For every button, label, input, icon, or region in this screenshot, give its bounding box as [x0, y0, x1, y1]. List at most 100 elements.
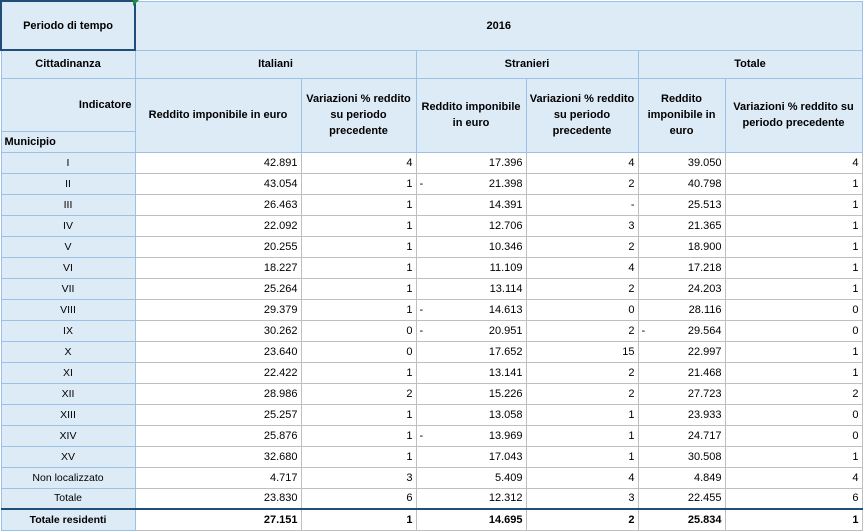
row-label[interactable]: X	[0, 340, 136, 363]
table-cell[interactable]: 1	[724, 508, 863, 531]
table-cell[interactable]: 12.312	[415, 487, 527, 510]
table-cell[interactable]: 1	[525, 403, 639, 426]
table-cell[interactable]: 26.463	[134, 193, 302, 216]
table-cell[interactable]: 21.365	[637, 214, 726, 237]
table-cell[interactable]: -	[525, 193, 639, 216]
row-label[interactable]: XIII	[0, 403, 136, 426]
table-cell[interactable]: 1	[300, 508, 417, 531]
table-cell[interactable]: 15	[525, 340, 639, 363]
municipio-label[interactable]: Municipio	[0, 130, 136, 153]
row-label[interactable]: XI	[0, 361, 136, 384]
table-cell[interactable]: 20.255	[134, 235, 302, 258]
table-cell[interactable]: 4.849	[637, 466, 726, 489]
column-header[interactable]: Variazioni % reddito su periodo preceden…	[525, 77, 639, 153]
table-cell[interactable]: 23.933	[637, 403, 726, 426]
table-cell[interactable]: 13.114	[415, 277, 527, 300]
column-header[interactable]: Reddito imponibile in euro	[134, 77, 302, 153]
table-cell[interactable]: 22.455	[637, 487, 726, 510]
cittadinanza-label[interactable]: Cittadinanza	[0, 49, 136, 79]
table-cell[interactable]: 1	[300, 277, 417, 300]
table-cell[interactable]: - 20.951	[415, 319, 527, 342]
table-cell[interactable]: 1	[300, 193, 417, 216]
table-cell[interactable]: 1	[300, 298, 417, 321]
table-cell[interactable]: 3	[525, 214, 639, 237]
row-label[interactable]: IX	[0, 319, 136, 342]
table-cell[interactable]: 1	[300, 172, 417, 195]
table-cell[interactable]: 2	[300, 382, 417, 405]
table-cell[interactable]: 25.264	[134, 277, 302, 300]
indicatore-label[interactable]: Indicatore	[0, 77, 136, 132]
table-cell[interactable]: 4	[724, 151, 863, 174]
table-cell[interactable]: 0	[724, 424, 863, 447]
table-cell[interactable]: 2	[525, 319, 639, 342]
row-label[interactable]: VI	[0, 256, 136, 279]
table-cell[interactable]: 0	[724, 403, 863, 426]
table-cell[interactable]: 28.986	[134, 382, 302, 405]
table-cell[interactable]: 42.891	[134, 151, 302, 174]
table-cell[interactable]: 1	[300, 424, 417, 447]
table-cell[interactable]: 13.058	[415, 403, 527, 426]
row-label[interactable]: VIII	[0, 298, 136, 321]
period-label-cell[interactable]: Periodo di tempo	[0, 0, 136, 51]
table-cell[interactable]: 4	[300, 151, 417, 174]
table-cell[interactable]: 21.468	[637, 361, 726, 384]
group-header-stranieri[interactable]: Stranieri	[415, 49, 639, 79]
row-label[interactable]: XV	[0, 445, 136, 468]
table-cell[interactable]: - 21.398	[415, 172, 527, 195]
table-cell[interactable]: 1	[724, 277, 863, 300]
table-cell[interactable]: 25.513	[637, 193, 726, 216]
table-cell[interactable]: 22.092	[134, 214, 302, 237]
table-cell[interactable]: 14.391	[415, 193, 527, 216]
table-cell[interactable]: 27.723	[637, 382, 726, 405]
table-cell[interactable]: - 29.564	[637, 319, 726, 342]
table-cell[interactable]: 22.422	[134, 361, 302, 384]
table-cell[interactable]: 2	[525, 382, 639, 405]
row-label[interactable]: III	[0, 193, 136, 216]
table-cell[interactable]: - 14.613	[415, 298, 527, 321]
table-cell[interactable]: 40.798	[637, 172, 726, 195]
table-cell[interactable]: 0	[525, 298, 639, 321]
table-cell[interactable]: 1	[300, 256, 417, 279]
row-label[interactable]: II	[0, 172, 136, 195]
table-cell[interactable]: 1	[724, 256, 863, 279]
table-cell[interactable]: 2	[525, 508, 639, 531]
table-cell[interactable]: 43.054	[134, 172, 302, 195]
table-cell[interactable]: 23.830	[134, 487, 302, 510]
table-cell[interactable]: 23.640	[134, 340, 302, 363]
table-cell[interactable]: 1	[300, 445, 417, 468]
table-cell[interactable]: 4	[724, 466, 863, 489]
table-cell[interactable]: 2	[525, 361, 639, 384]
table-cell[interactable]: 1	[300, 235, 417, 258]
table-cell[interactable]: 11.109	[415, 256, 527, 279]
table-cell[interactable]: 12.706	[415, 214, 527, 237]
group-header-totale[interactable]: Totale	[637, 49, 863, 79]
table-cell[interactable]: 29.379	[134, 298, 302, 321]
table-cell[interactable]: 1	[525, 424, 639, 447]
row-label[interactable]: XIV	[0, 424, 136, 447]
table-cell[interactable]: 27.151	[134, 508, 302, 531]
table-cell[interactable]: 2	[724, 382, 863, 405]
column-header[interactable]: Reddito imponibile in euro	[415, 77, 527, 153]
table-cell[interactable]: 17.218	[637, 256, 726, 279]
row-label[interactable]: VII	[0, 277, 136, 300]
table-cell[interactable]: 0	[724, 298, 863, 321]
group-header-italiani[interactable]: Italiani	[134, 49, 417, 79]
table-cell[interactable]: 2	[525, 277, 639, 300]
table-cell[interactable]: 32.680	[134, 445, 302, 468]
row-label[interactable]: I	[0, 151, 136, 174]
table-cell[interactable]: 24.717	[637, 424, 726, 447]
table-cell[interactable]: 18.227	[134, 256, 302, 279]
table-cell[interactable]: 17.652	[415, 340, 527, 363]
row-label[interactable]: Totale	[0, 487, 136, 510]
column-header[interactable]: Variazioni % reddito su periodo preceden…	[300, 77, 417, 153]
table-cell[interactable]: 1	[300, 214, 417, 237]
table-cell[interactable]: 10.346	[415, 235, 527, 258]
table-cell[interactable]: 25.834	[637, 508, 726, 531]
table-cell[interactable]: 4	[525, 466, 639, 489]
row-label[interactable]: Non localizzato	[0, 466, 136, 489]
table-cell[interactable]: 18.900	[637, 235, 726, 258]
table-cell[interactable]: 4.717	[134, 466, 302, 489]
table-cell[interactable]: - 13.969	[415, 424, 527, 447]
row-label[interactable]: Totale residenti	[0, 508, 136, 531]
table-cell[interactable]: 1	[724, 340, 863, 363]
